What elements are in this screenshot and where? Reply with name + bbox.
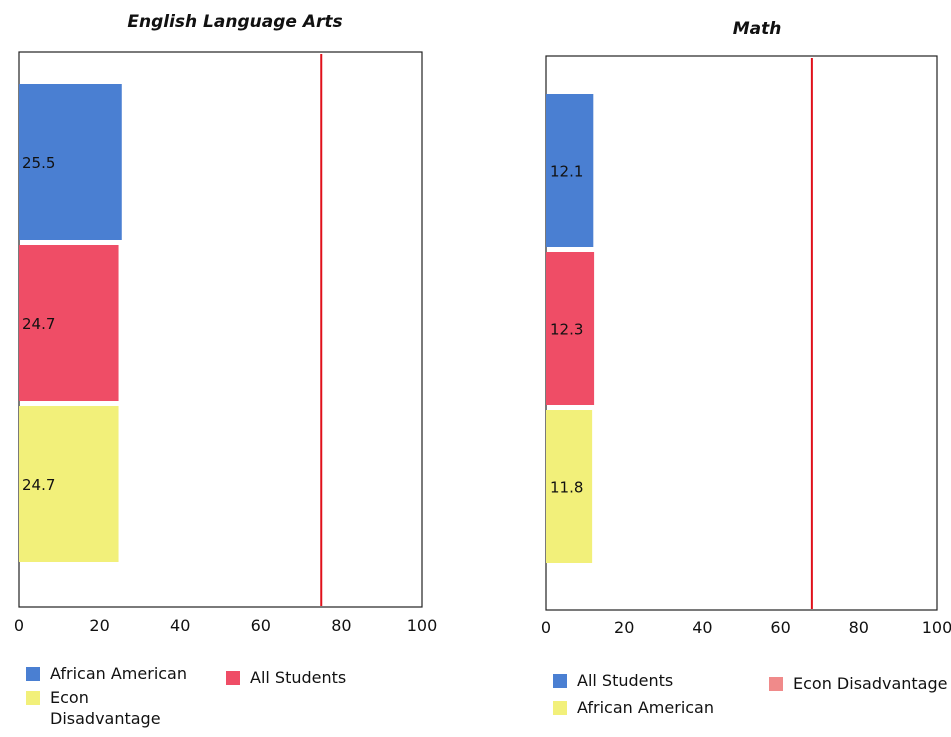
chart-2-legend-swatch-1: [769, 677, 783, 691]
chart-2-x-tick-label-1: 20: [614, 618, 634, 637]
chart-1-x-tick-label-5: 100: [407, 616, 438, 635]
chart-1-x-tick-label-1: 20: [89, 616, 109, 635]
chart-1-bar-label-1: 24.7: [22, 315, 55, 333]
chart-1-bar-label-2: 24.7: [22, 476, 55, 494]
chart-2-legend-label-1: Econ Disadvantage: [793, 674, 947, 693]
chart-2-x-tick-label-3: 60: [770, 618, 790, 637]
chart-1-x-tick-label-4: 80: [331, 616, 351, 635]
chart-1-bar-label-0: 25.5: [22, 154, 55, 172]
chart-2-title: Math: [733, 19, 782, 39]
chart-1-legend-label-2-line-1: Disadvantage: [50, 709, 161, 728]
chart-1-legend-swatch-2: [26, 691, 40, 705]
chart-1-legend-label-0: African American: [50, 664, 187, 683]
chart-2-bar-label-2: 11.8: [550, 479, 583, 497]
chart-1-legend-label-2-line-0: Econ: [50, 688, 89, 707]
chart-2-legend-label-2: African American: [577, 698, 714, 717]
chart-1-bar-2: [19, 406, 119, 562]
chart-2-plot-frame: [545, 55, 938, 611]
chart-2-legend-swatch-0: [553, 674, 567, 688]
chart-2-x-tick-label-4: 80: [849, 618, 869, 637]
chart-2-legend-swatch-2: [553, 701, 567, 715]
chart-1-x-tick-label-3: 60: [251, 616, 271, 635]
chart-2-bar-2: [546, 410, 593, 563]
chart-2-bar-0: [546, 94, 594, 247]
chart-2-bar-label-1: 12.3: [550, 321, 583, 339]
chart-2-bar-1: [546, 252, 595, 405]
chart-2-x-tick-label-2: 40: [692, 618, 712, 637]
chart-1-x-tick-label-0: 0: [14, 616, 24, 635]
chart-1-legend-label-1: All Students: [250, 668, 346, 687]
chart-1-legend-swatch-1: [226, 671, 240, 685]
chart-2-legend-label-0: All Students: [577, 671, 673, 690]
chart-1-legend-swatch-0: [26, 667, 40, 681]
chart-1-bar-0: [19, 84, 122, 240]
chart-2-x-tick-label-0: 0: [541, 618, 551, 637]
chart-2-bar-label-0: 12.1: [550, 163, 583, 181]
chart-2-x-tick-label-5: 100: [922, 618, 951, 637]
chart-1-title: English Language Arts: [127, 12, 342, 32]
chart-1-x-tick-label-2: 40: [170, 616, 190, 635]
chart-1-bar-1: [19, 245, 119, 401]
